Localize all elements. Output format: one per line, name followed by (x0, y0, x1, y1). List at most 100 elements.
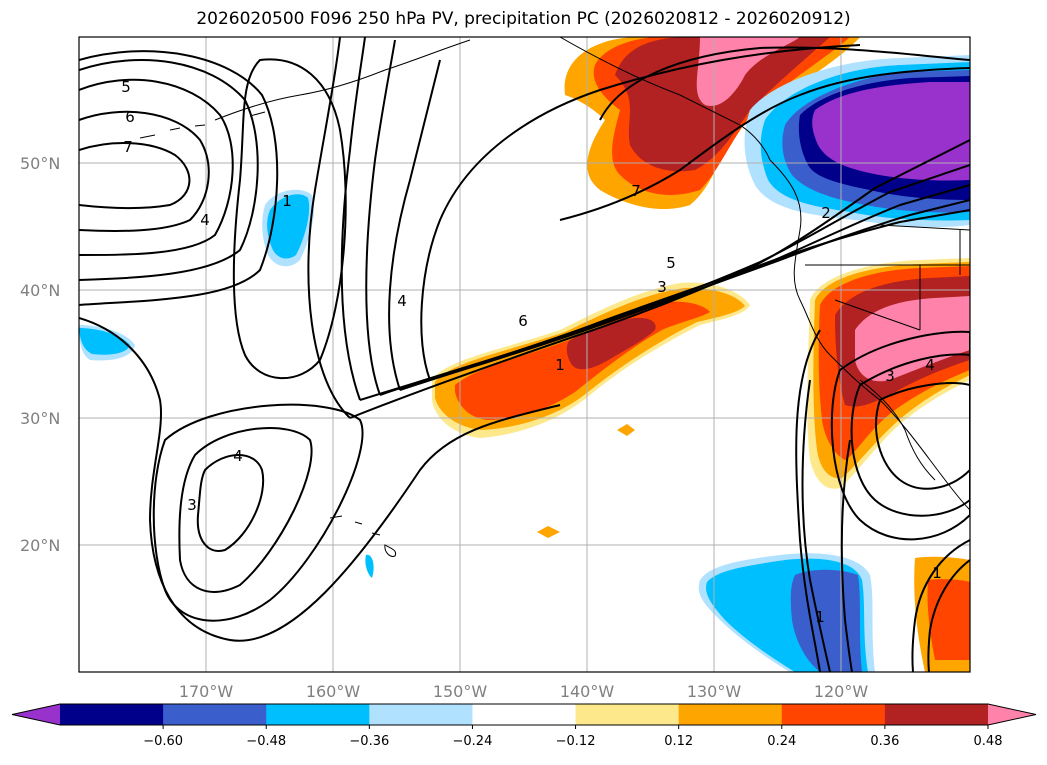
map-title: 2026020500 F096 250 hPa PV, precipitatio… (196, 9, 851, 29)
colorbar-segment (781, 704, 886, 725)
coast-baja (859, 379, 936, 481)
lon-label: 170°W (179, 682, 234, 701)
contour-label: 6 (125, 108, 135, 126)
coastlines (139, 37, 970, 557)
colorbar-tick-label: 0.24 (767, 734, 796, 749)
contour-tr-1 (420, 44, 861, 381)
contour-mid-4 (232, 58, 347, 380)
colorbar-extend-low (12, 704, 60, 725)
lat-label: 50°N (20, 154, 60, 173)
contour-label: 7 (631, 182, 641, 200)
precip-neg-west-in (79, 328, 130, 355)
contour-label: 1 (932, 564, 942, 582)
lon-label: 160°W (306, 682, 361, 701)
lon-label: 140°W (560, 682, 615, 701)
contour-ll-3 (178, 427, 313, 593)
colorbar-tick-label: −0.24 (453, 734, 493, 749)
precip-band-dark (566, 317, 656, 370)
contour-label: 5 (121, 78, 131, 96)
map-frame (78, 36, 971, 673)
lat-label: 40°N (20, 281, 60, 300)
contour-label: 3 (657, 278, 667, 296)
precip-alaska-pink (696, 37, 800, 106)
contour-e-2 (830, 330, 970, 541)
contour-jet-5 (349, 139, 970, 419)
coast-na-west (769, 159, 970, 511)
colorbar-tick-label: −0.48 (246, 734, 286, 749)
contour-label: 1 (555, 356, 565, 374)
coast-states (805, 224, 970, 331)
contour-e-4 (875, 382, 970, 490)
contour-tr-4 (340, 37, 366, 401)
precip-pnw-purple (812, 82, 970, 181)
contour-label: 6 (518, 312, 528, 330)
colorbar-outline (11, 703, 1037, 726)
contour-label: 1 (815, 608, 825, 626)
contour-label: 4 (233, 447, 243, 465)
contour-w7 (79, 142, 191, 210)
contour-e-1e (927, 559, 970, 672)
lon-axis: 170°W 160°W 150°W 140°W 130°W 120°W (179, 682, 869, 701)
contour-label: 5 (666, 254, 676, 272)
contour-label: 4 (925, 356, 935, 374)
contour-e-1c (840, 439, 853, 672)
colorbar-segment (163, 704, 267, 725)
coast-aleutian (139, 111, 266, 139)
contour-ll-2 (152, 403, 364, 622)
contour-tr-3 (365, 39, 396, 396)
contour-label-layer: 5 6 7 4 1 4 4 3 5 6 3 1 7 2 3 4 1 1 (121, 78, 942, 626)
lat-axis: 50°N 40°N 30°N 20°N (20, 154, 60, 555)
colorbar-segment (266, 704, 370, 725)
colorbar-tick-label: −0.60 (143, 734, 183, 749)
contour-e-1d (911, 539, 970, 672)
precip-shading (79, 37, 970, 672)
contour-label: 2 (821, 204, 831, 222)
colorbar-tick-label: 0.12 (664, 734, 693, 749)
colorbar: −0.60 −0.48 −0.36 −0.24 −0.12 0.12 0.24 0.36 0.4… (11, 703, 1037, 749)
contour-w5 (79, 78, 234, 256)
contour-label: 3 (885, 367, 895, 385)
colorbar-segment (369, 704, 473, 725)
coast-hawaii (329, 515, 397, 557)
colorbar-tick-label: 0.36 (870, 734, 899, 749)
colorbar-tick-label: 0.48 (974, 734, 1003, 749)
precip-neg-north-in (267, 194, 310, 259)
precip-se-red (927, 579, 970, 660)
contour-label: 4 (200, 211, 210, 229)
coast-alaska (214, 37, 771, 161)
colorbar-tick-label: −0.36 (349, 734, 389, 749)
contour-label: 3 (187, 496, 197, 514)
colorbar-segment (60, 704, 164, 725)
contour-e-1b (801, 379, 831, 672)
contour-label: 1 (282, 192, 292, 210)
colorbar-extend-high (988, 704, 1036, 725)
graticule (79, 37, 970, 672)
contour-ll-4 (196, 454, 265, 552)
colorbar-tick-label: −0.12 (556, 734, 596, 749)
contour-label: 7 (123, 138, 133, 156)
contour-ak-6 (599, 46, 970, 121)
lon-label: 150°W (433, 682, 488, 701)
lat-label: 30°N (20, 409, 60, 428)
precip-spot-1 (617, 424, 635, 436)
pv-contours (79, 37, 970, 672)
contour-ll-1 (79, 317, 561, 642)
contour-w4 (79, 59, 259, 281)
lon-label: 130°W (687, 682, 742, 701)
contour-w3 (79, 50, 279, 306)
contour-ak-7 (559, 67, 970, 221)
contour-e-3 (850, 353, 970, 517)
precip-spot-2 (537, 526, 560, 538)
precip-neg-hawaii (365, 554, 374, 578)
contour-tr-5 (307, 37, 351, 419)
colorbar-segment (472, 704, 577, 725)
colorbar-segment (678, 704, 783, 725)
colorbar-segment (575, 704, 680, 725)
lon-label: 120°W (814, 682, 869, 701)
contour-tr-2 (388, 59, 441, 391)
colorbar-segment (884, 704, 989, 725)
contour-e-1a (795, 329, 821, 672)
contour-jet-4 (359, 164, 970, 401)
contour-label: 4 (397, 292, 407, 310)
